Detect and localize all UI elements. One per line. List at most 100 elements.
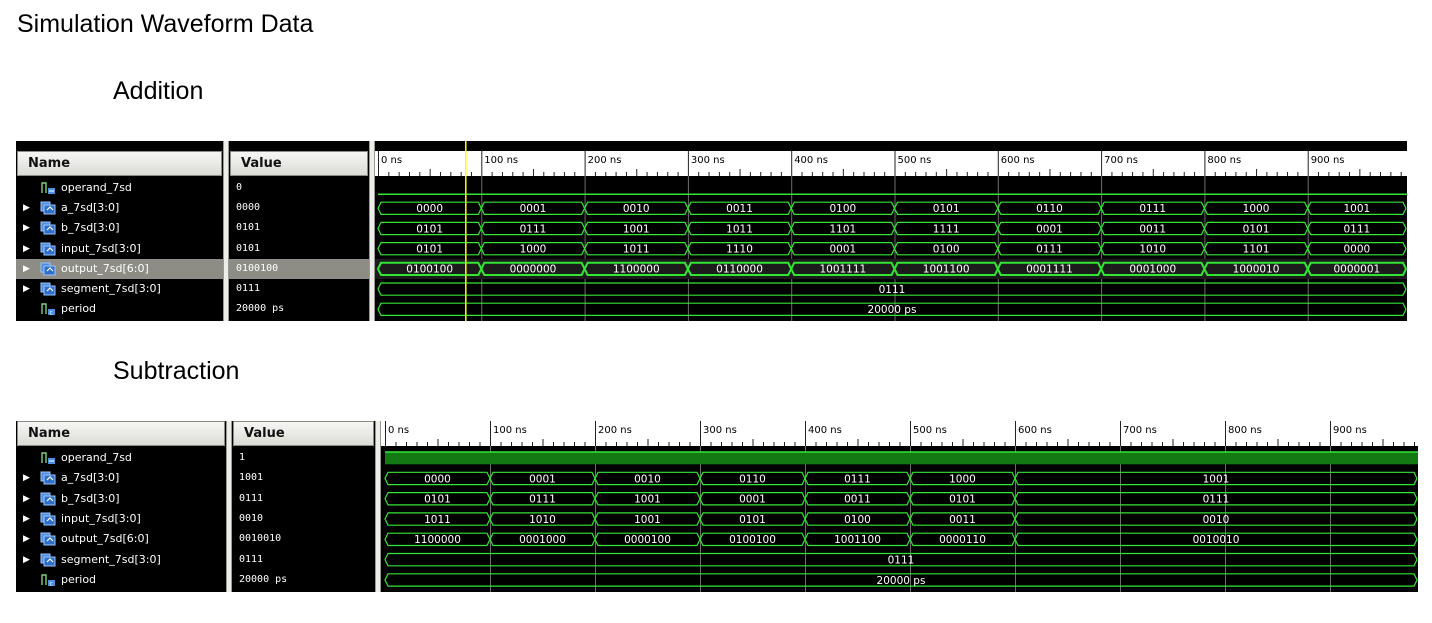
bus-value-label: 0101 — [739, 514, 766, 526]
bus-value-label: 0001 — [829, 244, 856, 256]
expand-arrow-icon[interactable]: ▶ — [23, 493, 30, 504]
signal-row[interactable]: operand_7sd — [16, 178, 223, 198]
signal-waveform[interactable]: 20000 ps — [384, 573, 1418, 587]
signal-row[interactable]: ▶ a_7sd[3:0] — [16, 468, 226, 488]
bus-value-label: 0101 — [949, 494, 976, 506]
bus-value-label: 1000 — [949, 473, 976, 485]
bus-value-label: 0001 — [739, 494, 766, 506]
signal-waveform[interactable]: 1100000 0001000 0000100 0100100 1001100 00001… — [384, 532, 1418, 547]
signal-name: a_7sd[3:0] — [61, 471, 120, 485]
expand-arrow-icon[interactable]: ▶ — [23, 203, 30, 214]
bus-value-label: 0000 — [1343, 244, 1370, 256]
expand-arrow-icon[interactable]: ▶ — [23, 263, 30, 274]
expand-arrow-icon[interactable]: ▶ — [23, 534, 30, 545]
signal-name: input_7sd[3:0] — [61, 241, 141, 255]
name-column-header[interactable]: Name — [17, 151, 222, 176]
column-splitter[interactable] — [223, 141, 229, 321]
bus-value-label: 1001111 — [819, 264, 866, 276]
bus-value-label: 0111 — [1139, 203, 1166, 215]
bus-segment — [384, 552, 1418, 567]
signal-waveform[interactable]: 0101 1000 1011 1110 0001 0100 0111 1010 1101 0000 — [377, 242, 1407, 256]
ruler-label: 100 ns — [493, 425, 527, 436]
signal-row[interactable]: ▶ a_7sd[3:0] — [16, 198, 223, 218]
ruler-label: 200 ns — [588, 155, 622, 166]
signal-row[interactable]: ▶ segment_7sd[3:0] — [16, 279, 223, 299]
signal-waveform[interactable]: 0111 — [377, 282, 1407, 296]
bus-value-label: 0100 — [829, 203, 856, 215]
signal-row[interactable]: ▶ input_7sd[3:0] — [16, 239, 223, 259]
bus-value-label: 1001 — [1203, 473, 1230, 485]
time-ruler[interactable] — [381, 421, 1418, 446]
name-pane: Name operand_7sd ▶ a_7sd[3:0] ▶ b_7sd[3:0] ▶ in… — [16, 141, 223, 321]
bus-value-label: 1111 — [933, 223, 960, 235]
column-splitter[interactable] — [226, 421, 232, 592]
signal-name: b_7sd[3:0] — [61, 221, 120, 235]
signal-name: b_7sd[3:0] — [61, 491, 120, 505]
signal-value: 0111 — [236, 283, 261, 294]
bus-value-label: 0000000 — [510, 264, 557, 276]
ruler-label: 800 ns — [1228, 425, 1262, 436]
signal-waveform[interactable]: 1011 1010 1001 0101 0100 0011 0010 — [384, 512, 1418, 526]
section-title-subtraction: Subtraction — [113, 357, 240, 385]
signal-waveform[interactable]: 0111 — [384, 552, 1418, 567]
pane-splitter[interactable] — [369, 141, 375, 321]
bus-value-label: 0010 — [1203, 514, 1230, 526]
signal-waveform[interactable]: 0101 0111 1001 0001 0011 0101 0111 — [384, 492, 1418, 506]
bus-value-label: 0000 — [416, 203, 443, 215]
name-column-header[interactable]: Name — [17, 421, 225, 446]
expand-arrow-icon[interactable]: ▶ — [23, 513, 30, 524]
value-column-header[interactable]: Value — [230, 151, 368, 176]
signal-waveform[interactable]: 0100100 0000000 1100000 0110000 1001111 10011… — [375, 258, 1407, 279]
bus-value-label: 0110 — [739, 473, 766, 485]
signal-value: 0101 — [236, 242, 261, 254]
name-pane: Name operand_7sd ▶ a_7sd[3:0] ▶ b_7sd[3:0] ▶ in… — [16, 421, 226, 592]
ruler-label: 400 ns — [794, 155, 828, 166]
signal-row[interactable]: ▶ input_7sd[3:0] — [16, 509, 226, 529]
bus-value-label: 0100100 — [729, 534, 776, 546]
bus-signal-icon — [40, 201, 56, 215]
waveform-pane[interactable]: 0 ns 100 ns 200 ns 300 ns 400 ns 500 ns 600 ns… — [381, 421, 1418, 592]
signal-value: 0010010 — [239, 533, 282, 545]
expand-arrow-icon[interactable]: ▶ — [23, 243, 30, 254]
bus-value-label: 1001 — [623, 223, 650, 235]
svg-text:c: c — [50, 309, 53, 316]
signal-row[interactable]: ▶ output_7sd[6:0] — [16, 258, 223, 279]
expand-arrow-icon[interactable]: ▶ — [23, 554, 30, 565]
signal-row[interactable]: ▶ b_7sd[3:0] — [16, 218, 223, 238]
bus-signal-icon — [40, 553, 56, 567]
bus-value-label: 0000001 — [1333, 264, 1380, 276]
expand-arrow-icon[interactable]: ▶ — [23, 473, 30, 484]
expand-arrow-icon[interactable]: ▶ — [23, 284, 30, 294]
bus-value-label: 0111 — [888, 554, 915, 566]
bus-value-label: 0101 — [424, 494, 451, 506]
pane-splitter[interactable] — [375, 421, 381, 592]
bus-value-label: 0001111 — [1026, 264, 1073, 276]
bus-value-label: 1100000 — [414, 534, 461, 546]
document-title: Simulation Waveform Data — [17, 10, 314, 38]
ruler-label: 700 ns — [1104, 155, 1138, 166]
waveform-pane[interactable]: 0 ns 100 ns 200 ns 300 ns 400 ns 500 ns 600 ns… — [375, 141, 1407, 321]
bus-value-label: 1100000 — [613, 264, 660, 276]
bus-segment — [1014, 532, 1418, 547]
signal-row[interactable]: c period — [16, 299, 223, 319]
value-column-header[interactable]: Value — [233, 421, 374, 446]
signal-waveform[interactable]: 20000 ps — [377, 302, 1407, 316]
signal-row[interactable]: ▶ output_7sd[6:0] — [16, 529, 226, 549]
bus-value-label: 1001 — [634, 494, 661, 506]
ruler-label: 0 ns — [381, 155, 402, 166]
signal-row[interactable]: operand_7sd — [16, 448, 226, 468]
signal-waveform[interactable]: 0000 0001 0010 0011 0100 0101 0110 0111 1000 1001 — [377, 201, 1407, 215]
svg-text:c: c — [50, 580, 53, 587]
signal-waveform[interactable] — [385, 451, 1418, 465]
signal-waveform[interactable]: 0101 0111 1001 1011 1101 1111 0001 0011 0101 0111 — [377, 221, 1407, 235]
signal-value: 0111 — [239, 553, 264, 565]
signal-row[interactable]: ▶ b_7sd[3:0] — [16, 489, 226, 509]
bus-value-label: 0100 — [844, 514, 871, 526]
signal-row[interactable]: ▶ segment_7sd[3:0] — [16, 550, 226, 570]
signal-row[interactable]: c period — [16, 570, 226, 590]
signal-value: 1001 — [239, 472, 264, 484]
signal-waveform[interactable]: 0000 0001 0010 0110 0111 1000 1001 — [384, 471, 1418, 485]
bus-value-label: 1110 — [726, 244, 753, 256]
expand-arrow-icon[interactable]: ▶ — [23, 223, 30, 234]
time-ruler[interactable] — [375, 151, 1407, 176]
